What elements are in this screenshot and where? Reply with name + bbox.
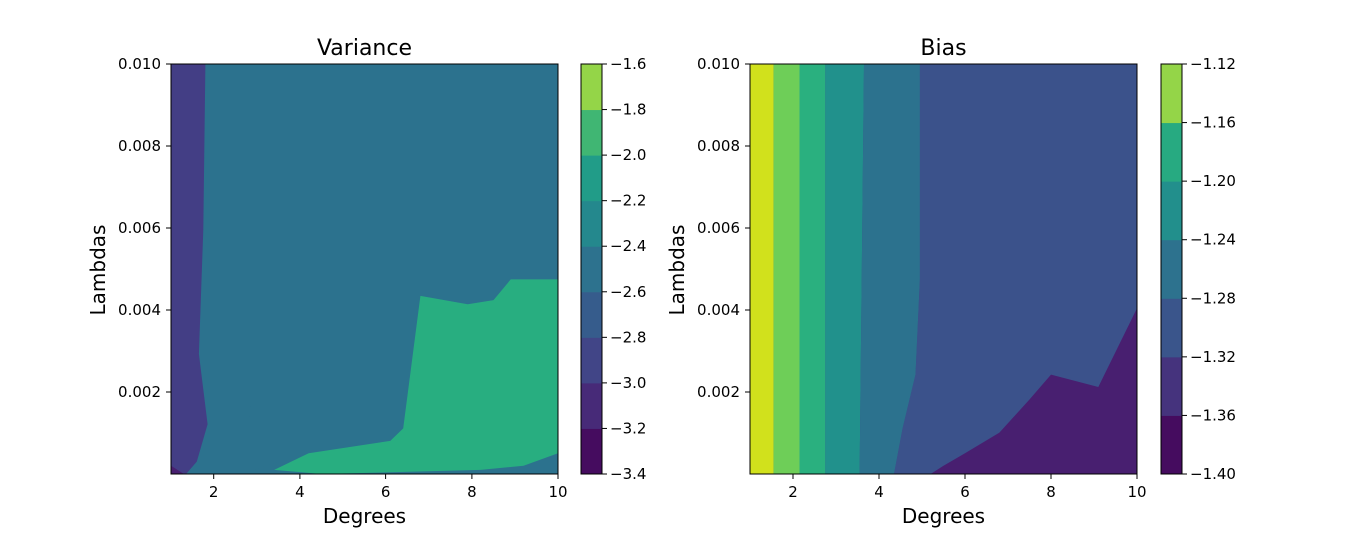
variance-panel: Variance 2 4 6 8 10 0.002 0.004 0.006 0.… [86,36,568,528]
variance-xtick-label: 4 [295,483,305,501]
variance-y-axis-label: Lambdas [86,225,110,316]
bias-ytick-label: 0.004 [697,301,740,319]
variance-colorbar-band [581,246,602,293]
variance-xtick-label: 8 [467,483,477,501]
variance-colorbar-tick-label: −2.4 [610,237,646,255]
bias-ytick-label: 0.010 [697,55,740,73]
variance-colorbar-tick-label: −1.8 [610,101,646,119]
bias-contour-region-0 [750,64,774,474]
variance-colorbar: −3.4 −3.2 −3.0 −2.8 −2.6 −2.4 −2.2 −2.0 −1.8 −1.6 [580,55,646,483]
bias-colorbar-tick-label: −1.40 [1190,465,1236,483]
bias-contour-region-5 [894,64,1137,474]
variance-contour-region-2 [244,64,511,474]
variance-colorbar-tick-label: −2.6 [610,283,646,301]
variance-colorbar-tick-label: −2.8 [610,328,646,346]
variance-ytick-label: 0.002 [118,383,161,401]
bias-plot-frame [749,63,1138,475]
bias-x-axis-label: Degrees [902,504,985,528]
bias-colorbar-tick-label: −1.28 [1190,289,1236,307]
bias-colorbar-band [1161,298,1182,358]
bias-colorbar-band [1161,64,1182,124]
variance-ytick-label: 0.010 [118,55,161,73]
variance-colorbar-band [581,109,602,156]
variance-colorbar-band [581,155,602,202]
bias-colorbar-band [1161,239,1182,299]
variance-colorbar-tick-label: −2.0 [610,146,646,164]
variance-x-axis: 2 4 6 8 10 [209,474,568,501]
bias-y-axis: 0.002 0.004 0.006 0.008 0.010 [697,55,750,401]
variance-colorbar-band [581,291,602,338]
bias-colorbar-frame [1160,63,1183,475]
bias-contour-region-4 [859,64,920,474]
bias-colorbar-tick-label: −1.24 [1190,231,1236,249]
bias-contour-region-6 [930,308,1137,474]
variance-colorbar-ticks: −3.4 −3.2 −3.0 −2.8 −2.6 −2.4 −2.2 −2.0 −1.8 −1.6 [602,55,646,483]
variance-xtick-label: 2 [209,483,219,501]
bias-ytick-label: 0.006 [697,219,740,237]
bias-contour-region-2 [799,64,826,474]
variance-colorbar-tick-label: −3.2 [610,419,646,437]
variance-colorbar-band [581,337,602,384]
bias-colorbar-band [1161,356,1182,416]
variance-contour-region-0 [171,64,208,474]
bias-colorbar-band [1161,122,1182,182]
variance-colorbar-bands [581,64,602,475]
variance-colorbar-frame [580,63,603,475]
variance-contour-regions [171,64,558,474]
bias-contour-region-1 [773,64,800,474]
variance-contour-region-1 [171,465,184,474]
variance-colorbar-tick-label: −3.4 [610,465,646,483]
bias-xtick-label: 8 [1046,483,1056,501]
bias-title: Bias [920,36,966,61]
bias-xtick-label: 6 [960,483,970,501]
bias-contour-region-3 [825,64,864,474]
bias-y-axis-label: Lambdas [665,225,689,316]
variance-colorbar-tick-label: −2.2 [610,192,646,210]
bias-colorbar-tick-label: −1.16 [1190,114,1236,132]
bias-colorbar-tick-label: −1.12 [1190,55,1236,73]
variance-xtick-label: 10 [548,483,567,501]
variance-title: Variance [317,36,412,61]
variance-contour-region-3 [274,279,558,474]
variance-colorbar-band [581,428,602,475]
variance-xtick-label: 6 [381,483,391,501]
bias-colorbar-bands [1161,64,1182,475]
bias-xtick-label: 4 [874,483,884,501]
variance-x-axis-label: Degrees [323,504,406,528]
variance-ytick-label: 0.004 [118,301,161,319]
bias-colorbar-tick-label: −1.32 [1190,348,1236,366]
bias-colorbar-tick-label: −1.36 [1190,406,1236,424]
bias-contour-regions [750,64,1137,474]
variance-colorbar-band [581,382,602,429]
variance-colorbar-tick-label: −1.6 [610,55,646,73]
bias-xtick-label: 10 [1127,483,1146,501]
variance-ytick-label: 0.008 [118,137,161,155]
bias-x-axis: 2 4 6 8 10 [788,474,1147,501]
bias-ytick-label: 0.002 [697,383,740,401]
bias-colorbar-tick-label: −1.20 [1190,172,1236,190]
bias-xtick-label: 2 [788,483,798,501]
bias-panel: Bias 2 4 6 8 10 0.002 0.004 0.006 0.008 [665,36,1147,528]
bias-colorbar-band [1161,415,1182,475]
bias-colorbar: −1.40 −1.36 −1.32 −1.28 −1.24 −1.20 −1.16 −1.12 [1160,55,1236,483]
variance-colorbar-band [581,200,602,247]
bias-colorbar-ticks: −1.40 −1.36 −1.32 −1.28 −1.24 −1.20 −1.16 −1.12 [1182,55,1236,483]
variance-y-axis: 0.002 0.004 0.006 0.008 0.010 [118,55,171,401]
bias-ytick-label: 0.008 [697,137,740,155]
variance-plot-frame [170,63,559,475]
variance-colorbar-tick-label: −3.0 [610,374,646,392]
variance-ytick-label: 0.006 [118,219,161,237]
variance-colorbar-band [581,64,602,111]
bias-colorbar-band [1161,181,1182,241]
